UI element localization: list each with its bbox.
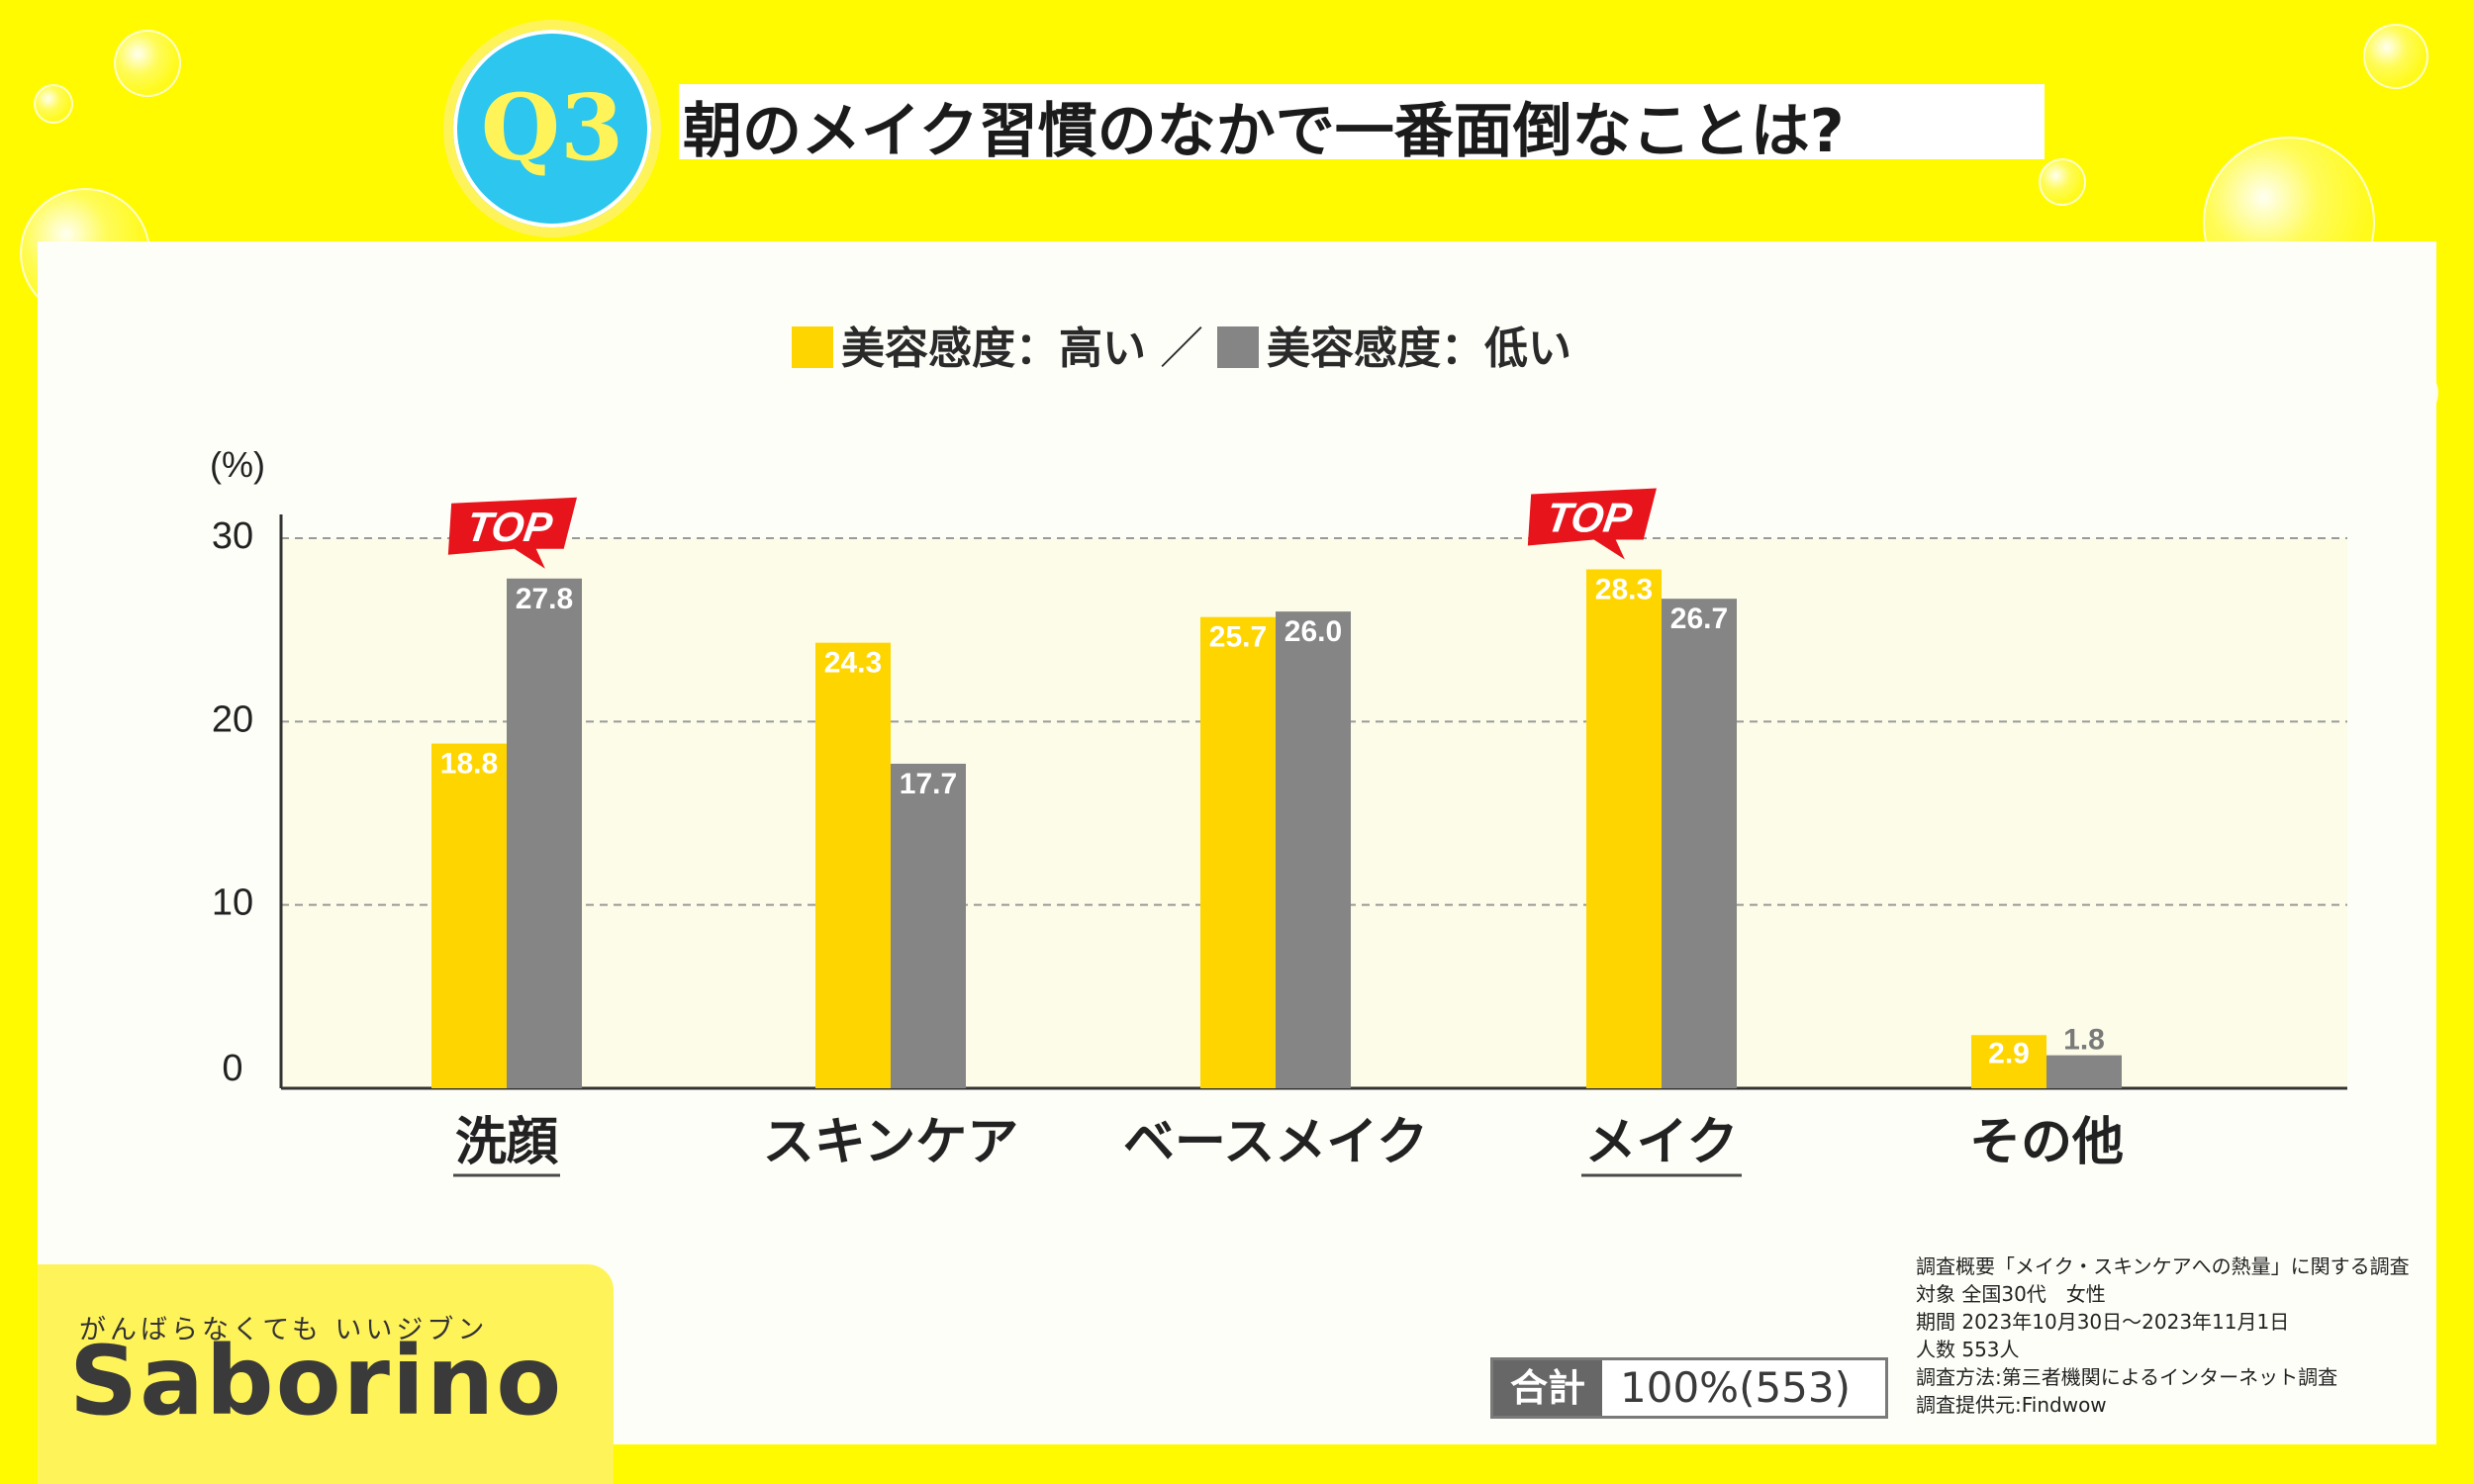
legend-label-low: 美容感度：低い: [1267, 324, 1571, 374]
bar-low: [1662, 599, 1737, 1088]
question-title: 朝のメイク習慣のなかで一番面倒なことは?: [683, 97, 1845, 166]
question-badge: Q3: [443, 20, 661, 237]
bar-value-label: 27.8: [516, 583, 573, 615]
bar-high: [1200, 616, 1276, 1088]
bar-value-label: 25.7: [1209, 621, 1267, 654]
bubble-decoration: [34, 84, 73, 124]
survey-notes: 調査概要「メイク・スキンケアへの熱量」に関する調査 対象 全国30代 女性 期間…: [1916, 1252, 2410, 1419]
x-category-label: その他: [1969, 1113, 2124, 1172]
bar-value-label: 26.0: [1285, 615, 1342, 648]
brand-tagline: がんばらなくても いいジブン: [79, 1315, 489, 1345]
x-category-label: ベースメイク: [1123, 1113, 1428, 1172]
total-box: 合計 100%(553): [1490, 1357, 1888, 1419]
bar-value-label: 1.8: [2063, 1024, 2105, 1057]
legend-swatch-low: [1217, 326, 1259, 368]
title-box: [679, 84, 2045, 159]
brand-card: [38, 1264, 614, 1484]
bar-value-label: 26.7: [1670, 603, 1728, 635]
bar-low: [507, 578, 582, 1088]
x-category-label: スキンケア: [763, 1113, 1018, 1172]
bar-high: [1971, 1035, 2046, 1088]
y-tick-label: 10: [212, 882, 253, 924]
x-category-label: 洗顔: [455, 1113, 558, 1172]
top-badge-label: TOP: [464, 504, 556, 550]
survey-note-line: 人数 553人: [1916, 1338, 2020, 1361]
bar-value-label: 2.9: [1988, 1037, 2030, 1069]
top-badge-shape: [447, 497, 577, 569]
top-badge: TOP: [1527, 488, 1657, 560]
bubble-decoration: [2363, 24, 2428, 89]
total-value: 100%(553): [1620, 1363, 1852, 1412]
question-badge-label: Q3: [480, 74, 624, 181]
top-badge-label: TOP: [1544, 495, 1636, 541]
survey-note-line: 調査概要「メイク・スキンケアへの熱量」に関する調査: [1916, 1254, 2410, 1278]
y-tick-label: 20: [212, 698, 253, 740]
legend-separator: ／: [1160, 324, 1203, 374]
bar-value-label: 28.3: [1595, 574, 1653, 606]
bubble-decoration: [2039, 158, 2086, 206]
legend-label-high: 美容感度：高い: [841, 324, 1146, 374]
brand-logo: Saborino: [69, 1326, 564, 1437]
y-axis-unit: (%): [210, 444, 265, 485]
bar-low: [1276, 611, 1351, 1088]
bar-high: [1586, 569, 1662, 1088]
survey-note-line: 調査提供元:Findwow: [1916, 1393, 2107, 1417]
bar-low: [891, 763, 966, 1088]
top-badge-shape: [1527, 488, 1657, 560]
survey-note-line: 調査方法:第三者機関によるインターネット調査: [1916, 1365, 2338, 1389]
total-label: 合計: [1493, 1360, 1602, 1416]
bar-high: [431, 743, 507, 1088]
bar-low: [2046, 1055, 2122, 1088]
top-badge: TOP: [447, 497, 577, 569]
survey-note-line: 対象 全国30代 女性: [1916, 1282, 2106, 1306]
x-category-label: メイク: [1585, 1113, 1739, 1172]
bar-value-label: 17.7: [900, 768, 957, 800]
bar-high: [815, 642, 891, 1088]
legend-swatch-high: [792, 326, 833, 368]
bar-value-label: 18.8: [440, 748, 498, 781]
y-tick-label: 0: [222, 1048, 242, 1089]
y-tick-label: 30: [212, 515, 253, 557]
chart-legend: 美容感度：高い ／ 美容感度：低い: [792, 313, 1571, 376]
survey-note-line: 期間 2023年10月30日～2023年11月1日: [1916, 1310, 2290, 1334]
bar-value-label: 24.3: [824, 647, 882, 680]
bubble-decoration: [114, 30, 181, 97]
